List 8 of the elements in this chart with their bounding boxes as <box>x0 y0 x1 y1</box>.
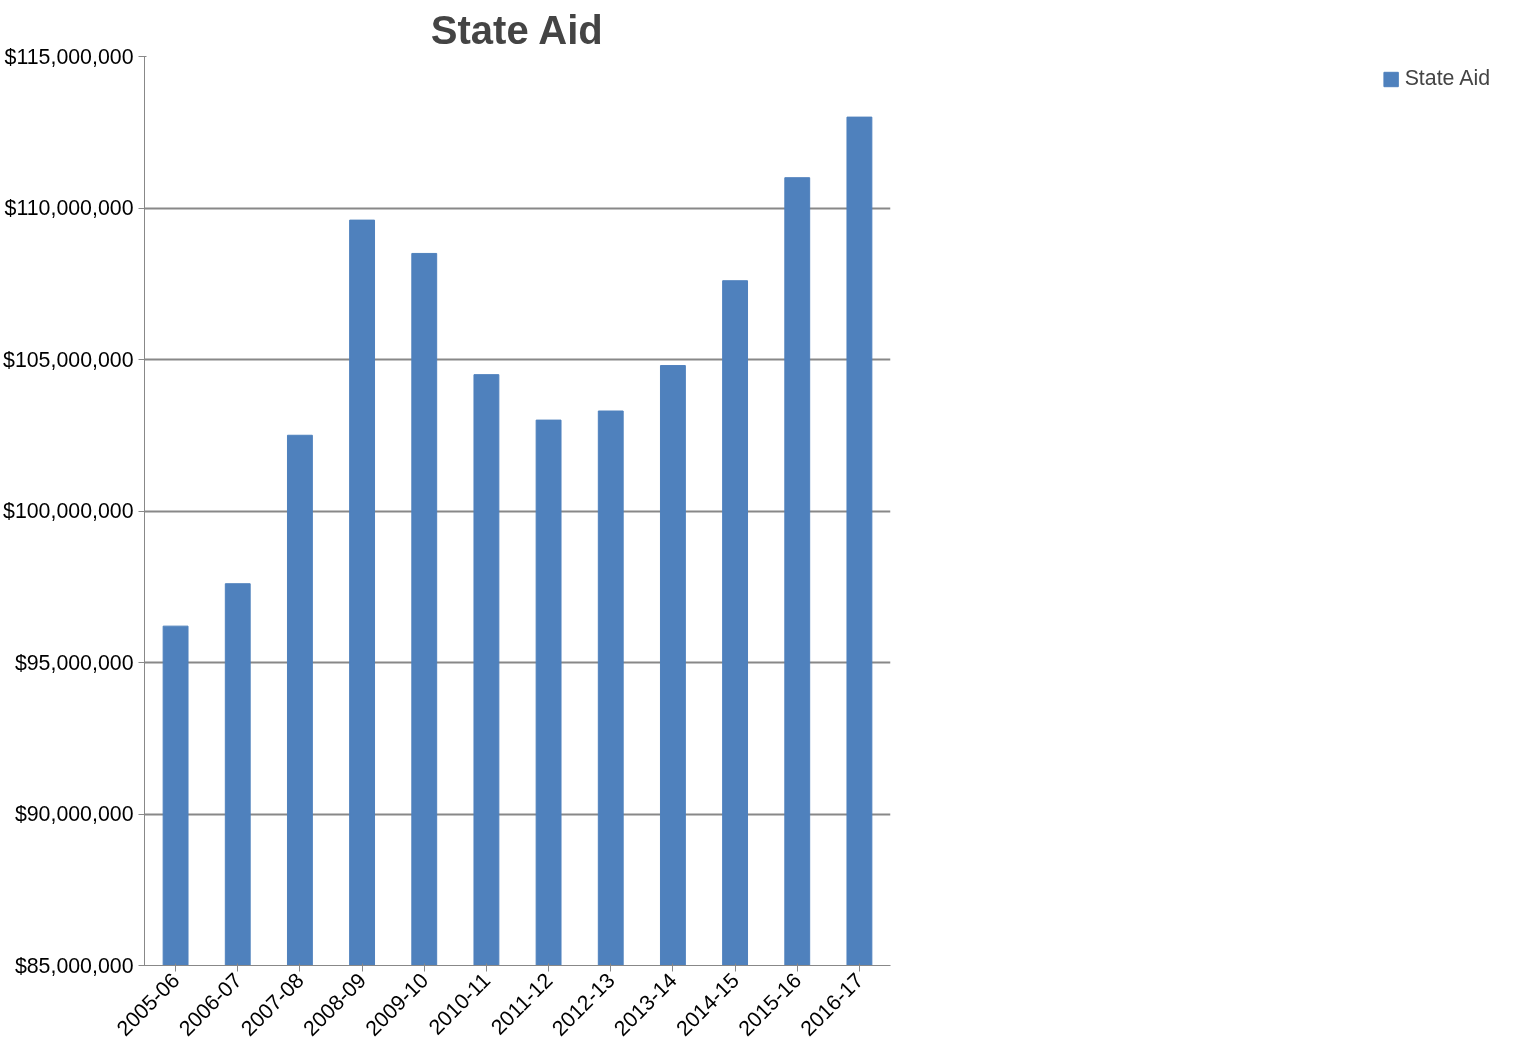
y-tick-label: $90,000,000 <box>14 802 134 826</box>
y-tick-label: $110,000,000 <box>4 196 134 220</box>
chart-title: State Aid <box>430 7 603 52</box>
y-tick-label: $115,000,000 <box>4 44 134 69</box>
legend-label: State Aid <box>1404 66 1490 91</box>
y-tick-label: $100,000,000 <box>3 499 134 523</box>
y-tick-label: $105,000,000 <box>3 347 134 372</box>
y-tick-label: $95,000,000 <box>14 650 134 675</box>
